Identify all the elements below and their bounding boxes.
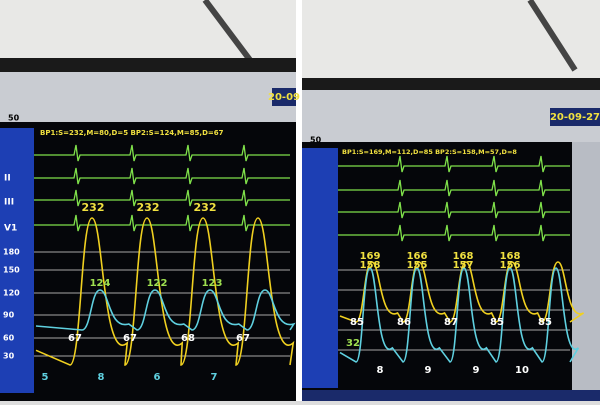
trough-label: 85 bbox=[538, 317, 552, 328]
axis-strip bbox=[302, 148, 338, 388]
lead-label: II bbox=[4, 174, 11, 184]
peak-label: 123 bbox=[202, 278, 223, 289]
lead-label: III bbox=[4, 198, 14, 208]
start-label: 32 bbox=[346, 338, 360, 349]
peak-label: 232 bbox=[82, 201, 105, 214]
side-panel bbox=[572, 142, 600, 392]
divider bbox=[296, 0, 302, 401]
axis-label: 150 bbox=[3, 266, 20, 275]
trough-label: 5 bbox=[42, 372, 49, 383]
peak-label: 155 bbox=[407, 260, 428, 271]
trough-label: 85 bbox=[490, 317, 504, 328]
trough-label: 86 bbox=[397, 317, 411, 328]
header: BP1:S=232,M=80,D=5 BP2:S=124,M=85,D=67 bbox=[40, 129, 224, 137]
ecg-trace bbox=[338, 155, 570, 173]
axis-label: 30 bbox=[3, 352, 15, 361]
trough-label: 67 bbox=[68, 333, 82, 344]
peak-label: 232 bbox=[194, 201, 217, 214]
trough-label: 67 bbox=[123, 333, 137, 344]
wall-line bbox=[202, 0, 253, 62]
axis-label: 90 bbox=[3, 311, 15, 320]
scale: 50 bbox=[8, 114, 20, 123]
peak-label: 232 bbox=[137, 201, 160, 214]
pressure-trace bbox=[339, 261, 585, 323]
peak-label: 124 bbox=[90, 278, 111, 289]
peak-label: 158 bbox=[360, 260, 381, 271]
date-box bbox=[550, 108, 600, 126]
lead-label: V1 bbox=[4, 224, 17, 234]
peak-label: 156 bbox=[500, 260, 521, 271]
ecg-trace bbox=[338, 224, 570, 242]
peak-label: 169 bbox=[360, 251, 381, 262]
date: 20-09 bbox=[268, 92, 300, 103]
axis-label: 180 bbox=[3, 248, 20, 257]
axis-strip bbox=[0, 128, 34, 393]
ecg-trace bbox=[338, 201, 570, 219]
trough-label: 9 bbox=[473, 365, 480, 376]
ecg-trace bbox=[34, 189, 290, 207]
date-box bbox=[272, 88, 296, 106]
ecg-trace bbox=[34, 214, 290, 232]
trough-label: 87 bbox=[444, 317, 458, 328]
axis-label: 60 bbox=[3, 334, 15, 343]
trough-label: 67 bbox=[236, 333, 250, 344]
peak-label: 122 bbox=[147, 278, 168, 289]
trough-label: 85 bbox=[350, 317, 364, 328]
peak-label: 157 bbox=[453, 260, 474, 271]
screen bbox=[0, 122, 296, 401]
axis-label: 120 bbox=[3, 289, 20, 298]
trough-label: 8 bbox=[377, 365, 384, 376]
pressure-trace bbox=[339, 267, 580, 363]
wall-line bbox=[527, 0, 578, 72]
ecg-trace bbox=[34, 144, 290, 162]
trough-label: 6 bbox=[154, 372, 161, 383]
date: 20-09-27 bbox=[550, 112, 600, 123]
peak-label: 168 bbox=[453, 251, 474, 262]
trough-label: 8 bbox=[98, 372, 105, 383]
trough-label: 9 bbox=[425, 365, 432, 376]
scale: 50 bbox=[310, 136, 322, 145]
trough-label: 10 bbox=[515, 365, 529, 376]
pressure-trace bbox=[35, 217, 295, 366]
peak-label: 166 bbox=[407, 251, 428, 262]
status-bar bbox=[302, 390, 600, 401]
toolbar bbox=[0, 72, 296, 122]
trough-label: 68 bbox=[181, 333, 195, 344]
header: BP1:S=169,M=112,D=85 BP2:S=158,M=57,D=8 bbox=[342, 148, 517, 156]
pressure-trace bbox=[35, 289, 296, 331]
ecg-trace bbox=[338, 179, 570, 197]
peak-label: 168 bbox=[500, 251, 521, 262]
ecg-trace bbox=[34, 167, 290, 185]
trough-label: 7 bbox=[211, 372, 218, 383]
